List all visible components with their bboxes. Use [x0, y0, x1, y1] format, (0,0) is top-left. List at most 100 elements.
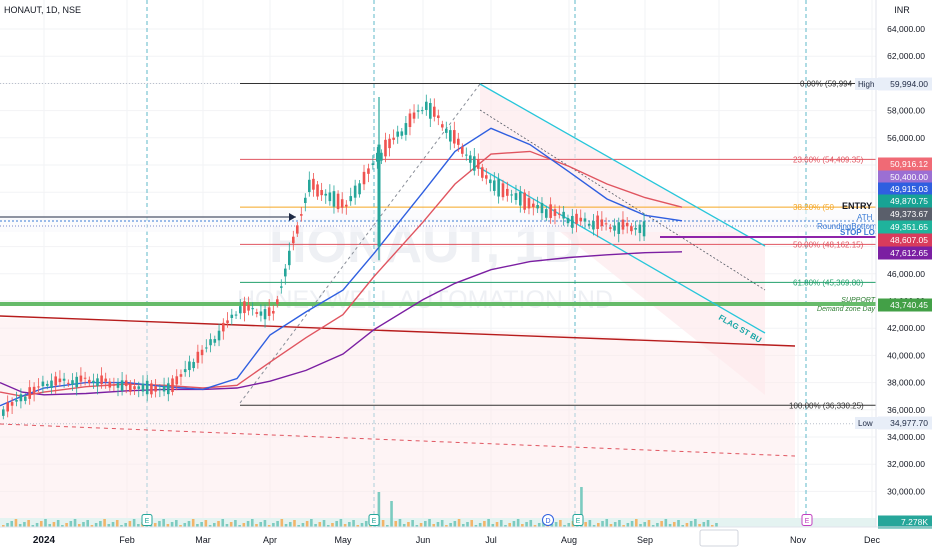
- volume-bar: [550, 524, 554, 527]
- candle-body: [296, 225, 299, 234]
- time-axis-label: Dec: [864, 535, 881, 545]
- price-axis-background: [876, 0, 932, 550]
- event-marker-earnings[interactable]: E: [368, 514, 380, 526]
- volume-bar: [415, 525, 419, 527]
- volume-bar: [377, 492, 381, 527]
- volume-bar: [622, 525, 625, 527]
- volume-bar: [305, 521, 309, 527]
- candle-body: [441, 124, 444, 128]
- volume-bar: [424, 521, 427, 527]
- candle-body: [196, 351, 200, 363]
- candle-body: [613, 225, 616, 231]
- volume-bar: [715, 523, 718, 527]
- fib-level-label: 61.80% (45,369.80): [793, 278, 864, 287]
- volume-bar: [419, 523, 423, 527]
- volume-bar: [170, 522, 174, 527]
- volume-bar: [588, 520, 592, 527]
- volume-bar: [364, 521, 368, 527]
- price-badge: 47,612.65: [878, 246, 932, 260]
- candle-body: [501, 183, 505, 198]
- candle-body: [429, 103, 432, 119]
- price-axis[interactable]: 64,000.0062,000.0060,000.0058,000.0056,0…: [855, 0, 932, 550]
- candle-body: [104, 378, 107, 382]
- time-axis-label: Apr: [263, 535, 277, 545]
- earnings-icon: [141, 514, 153, 526]
- fib-trend-line: [239, 83, 481, 404]
- volume-bar: [288, 522, 292, 527]
- candle-body: [571, 215, 574, 228]
- candle-body: [308, 179, 311, 193]
- volume-bar: [6, 523, 9, 527]
- price-tick-label: 62,000.00: [887, 51, 925, 61]
- candle-body: [596, 215, 599, 229]
- volume-bar: [567, 523, 571, 527]
- candle-body: [141, 383, 145, 392]
- volume-bar: [643, 522, 647, 527]
- event-marker-dividend[interactable]: D: [542, 514, 554, 526]
- candle-body: [420, 110, 424, 112]
- candle-body: [332, 191, 336, 207]
- volume-bar: [137, 524, 140, 527]
- volume-bar: [664, 519, 668, 527]
- volume-bar: [196, 524, 199, 527]
- volume-bar: [229, 522, 233, 527]
- current-date-box: [699, 529, 739, 547]
- candle-body: [312, 178, 315, 190]
- candle-body: [621, 219, 625, 230]
- candle-body: [158, 388, 162, 390]
- candle-body: [255, 312, 259, 314]
- volume-bar: [580, 487, 583, 527]
- volume-bar: [504, 525, 507, 527]
- price-tick-label: 64,000.00: [887, 24, 925, 34]
- earnings-icon: [368, 514, 380, 526]
- price-badge-bg: [878, 298, 932, 312]
- candle-body: [510, 194, 513, 196]
- volume-bar: [276, 521, 279, 527]
- candle-body: [259, 311, 263, 316]
- volume-bar: [563, 525, 566, 527]
- volume-bar: [483, 521, 486, 527]
- candle-body: [167, 383, 170, 395]
- candle-body: [404, 123, 408, 135]
- volume-bar: [613, 522, 617, 527]
- candle-body: [19, 394, 23, 402]
- candle-body: [477, 159, 480, 169]
- volume-bar: [647, 520, 651, 527]
- volume-bar: [495, 522, 499, 527]
- price-badge: Low 34,977.70: [855, 416, 932, 430]
- volume-bar: [605, 519, 609, 527]
- event-marker-earnings[interactable]: E: [572, 514, 584, 526]
- event-marker-earnings[interactable]: E: [801, 514, 813, 526]
- drawing-tools-layer[interactable]: [0, 82, 876, 457]
- candle-body: [617, 222, 621, 234]
- volume-bar: [255, 524, 258, 527]
- volume-bar: [153, 523, 157, 527]
- volume-bar: [668, 524, 672, 527]
- volume-bar: [685, 523, 689, 527]
- candle-body: [124, 380, 128, 387]
- time-axis[interactable]: 2024FebMarAprMayJunJulAugSepOctNovDec: [0, 526, 932, 547]
- candle-body: [532, 203, 535, 208]
- volume-bar: [183, 523, 187, 527]
- price-badge-bg: [878, 194, 932, 208]
- time-axis-label: Jul: [485, 535, 497, 545]
- candle-body: [10, 402, 14, 406]
- volume-bar: [301, 523, 305, 527]
- volume-bar: [31, 525, 35, 527]
- volume-bar: [149, 525, 153, 527]
- price-badge: 7.278K: [878, 515, 932, 529]
- volume-bar: [225, 524, 229, 527]
- volume-bar: [672, 522, 676, 527]
- candle-body: [358, 183, 361, 195]
- candle-body: [316, 184, 319, 197]
- price-badge: 50,400.00: [878, 170, 932, 184]
- volume-bar: [449, 523, 452, 527]
- channel-mid: [479, 109, 766, 291]
- event-marker-earnings[interactable]: E: [141, 514, 153, 526]
- volume-bar: [436, 522, 440, 527]
- breakout-candle-body: [377, 144, 381, 247]
- candle-body: [449, 130, 452, 142]
